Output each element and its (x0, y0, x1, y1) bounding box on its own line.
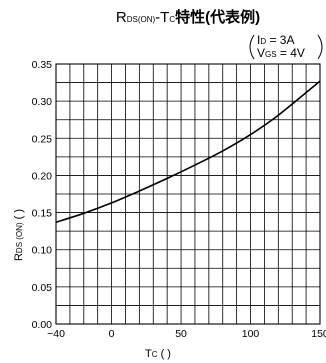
x-tick-label: 50 (175, 328, 187, 340)
chart-title-mid: -T (155, 9, 169, 26)
conditions-right-bracket (317, 34, 323, 60)
y-tick-label: 0.30 (32, 96, 53, 108)
condition-id: ID = 3A (257, 33, 294, 47)
x-tick-label: −40 (47, 328, 65, 340)
condition-vgs: VGS = 4V (257, 46, 305, 60)
y-tick-label: 0.10 (32, 245, 53, 257)
tick-labels: 0.00 0.05 0.10 0.15 0.20 0.25 0.30 0.35 −40 0 50 10… (32, 59, 326, 340)
chart-title: RDS(ON)-TC特性(代表例) (116, 8, 260, 26)
y-tick-label: 0.25 (32, 133, 53, 145)
x-tick-label: 0 (109, 328, 115, 340)
conditions-box: ID = 3A VGS = 4V (249, 33, 323, 60)
chart-title-mid-sub: C (169, 15, 175, 24)
y-tick-label: 0.05 (32, 282, 53, 294)
grid-lines (56, 64, 320, 324)
y-tick-label: 0.20 (32, 170, 53, 182)
series-layer (55, 80, 321, 223)
chart-title-suffix: 特性(代表例) (175, 8, 260, 26)
conditions-left-bracket (249, 34, 255, 60)
y-tick-label: 0.00 (32, 319, 53, 331)
y-tick-label: 0.35 (32, 59, 53, 71)
chart-title-prefix-sub: DS(ON) (127, 15, 156, 24)
x-tick-label: 100 (242, 328, 260, 340)
y-axis-label: RDS (ON) ( ) (13, 209, 25, 261)
x-tick-label: 150 (311, 328, 326, 340)
y-tick-label: 0.15 (32, 208, 53, 220)
series-line-0 (55, 80, 321, 223)
chart-title-prefix: R (116, 9, 127, 26)
x-axis-label: TC ( ) (145, 348, 171, 360)
plot-frame (55, 63, 321, 325)
